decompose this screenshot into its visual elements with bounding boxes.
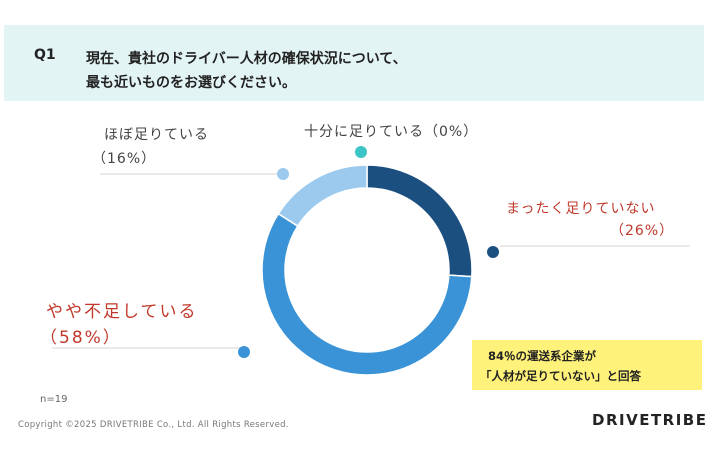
copyright-text: Copyright ©2025 DRIVETRIBE Co., Ltd. All… bbox=[18, 420, 289, 430]
dot-mattaku bbox=[487, 246, 499, 258]
donut-slices bbox=[261, 164, 473, 376]
donut-slice-1 bbox=[366, 164, 473, 278]
dot-juubun bbox=[355, 146, 367, 158]
donut-slice-2 bbox=[261, 212, 473, 376]
callout-line-1: 84％の運送系企業が bbox=[488, 349, 597, 363]
label-juubun: 十分に足りている（0%） bbox=[304, 124, 479, 140]
dot-hobo bbox=[277, 168, 289, 180]
sample-size: n=19 bbox=[40, 394, 68, 405]
highlight-callout: 84％の運送系企業が 「人材が足りていない」と回答 bbox=[472, 340, 702, 390]
dot-yaya bbox=[238, 346, 250, 358]
donut-slice-3 bbox=[277, 164, 368, 228]
label-hobo-name: ほぼ足りている bbox=[104, 127, 209, 143]
question-number: Q1 bbox=[34, 47, 56, 63]
label-yaya-pct: （58%） bbox=[40, 328, 122, 348]
brand-logo: DRIVETRIBE bbox=[592, 411, 708, 429]
label-mattaku-pct: （26%） bbox=[610, 223, 675, 239]
question-text: 現在、貴社のドライバー人材の確保状況について、 最も近いものをお選びください。 bbox=[86, 51, 407, 91]
label-mattaku-name: まったく足りていない bbox=[506, 201, 656, 217]
label-hobo-pct: （16%） bbox=[92, 151, 157, 167]
question-header: Q1 現在、貴社のドライバー人材の確保状況について、 最も近いものをお選びくださ… bbox=[4, 25, 704, 101]
callout-line-2: 「人材が足りていない」と回答 bbox=[480, 369, 641, 383]
label-yaya-name: やや不足している bbox=[46, 302, 198, 322]
